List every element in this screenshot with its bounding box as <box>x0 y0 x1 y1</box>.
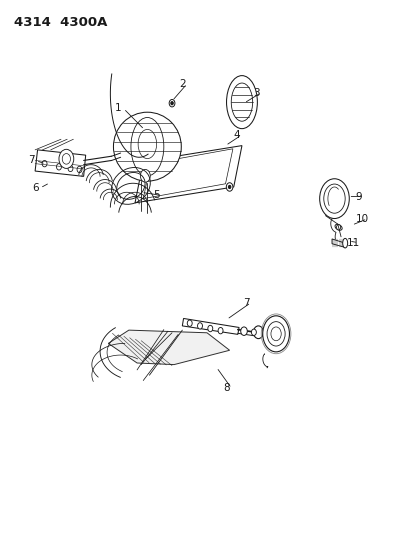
Circle shape <box>56 164 61 170</box>
Polygon shape <box>35 150 85 176</box>
Text: 4: 4 <box>233 130 240 140</box>
Ellipse shape <box>342 238 347 248</box>
Circle shape <box>59 149 74 168</box>
Circle shape <box>240 327 247 335</box>
Text: 1: 1 <box>115 103 121 114</box>
Ellipse shape <box>113 112 181 181</box>
Polygon shape <box>331 239 344 247</box>
Ellipse shape <box>334 224 341 230</box>
Text: 6: 6 <box>32 183 38 193</box>
Ellipse shape <box>262 316 289 352</box>
Circle shape <box>253 326 263 338</box>
Text: 8: 8 <box>223 383 230 393</box>
Circle shape <box>77 166 82 173</box>
Circle shape <box>207 325 212 332</box>
Circle shape <box>42 160 47 167</box>
Polygon shape <box>108 330 229 365</box>
Circle shape <box>197 322 202 329</box>
Circle shape <box>187 320 192 326</box>
Ellipse shape <box>226 76 257 128</box>
Text: 5: 5 <box>153 190 160 200</box>
Text: 7: 7 <box>242 297 249 308</box>
Text: 3: 3 <box>252 87 259 98</box>
Text: 11: 11 <box>346 238 359 248</box>
Circle shape <box>218 327 223 334</box>
Polygon shape <box>182 318 238 334</box>
Text: 7: 7 <box>28 156 34 165</box>
Circle shape <box>251 329 256 335</box>
Circle shape <box>169 100 175 107</box>
Circle shape <box>171 102 173 105</box>
Circle shape <box>140 169 150 182</box>
Circle shape <box>68 165 73 172</box>
Circle shape <box>336 224 340 230</box>
Circle shape <box>226 183 233 191</box>
Polygon shape <box>135 146 241 203</box>
Text: 4314  4300A: 4314 4300A <box>14 16 107 29</box>
Text: 9: 9 <box>355 191 362 201</box>
Text: 2: 2 <box>178 78 185 88</box>
Polygon shape <box>143 149 233 199</box>
Ellipse shape <box>319 179 349 219</box>
Text: 10: 10 <box>355 214 368 224</box>
Circle shape <box>228 185 230 189</box>
